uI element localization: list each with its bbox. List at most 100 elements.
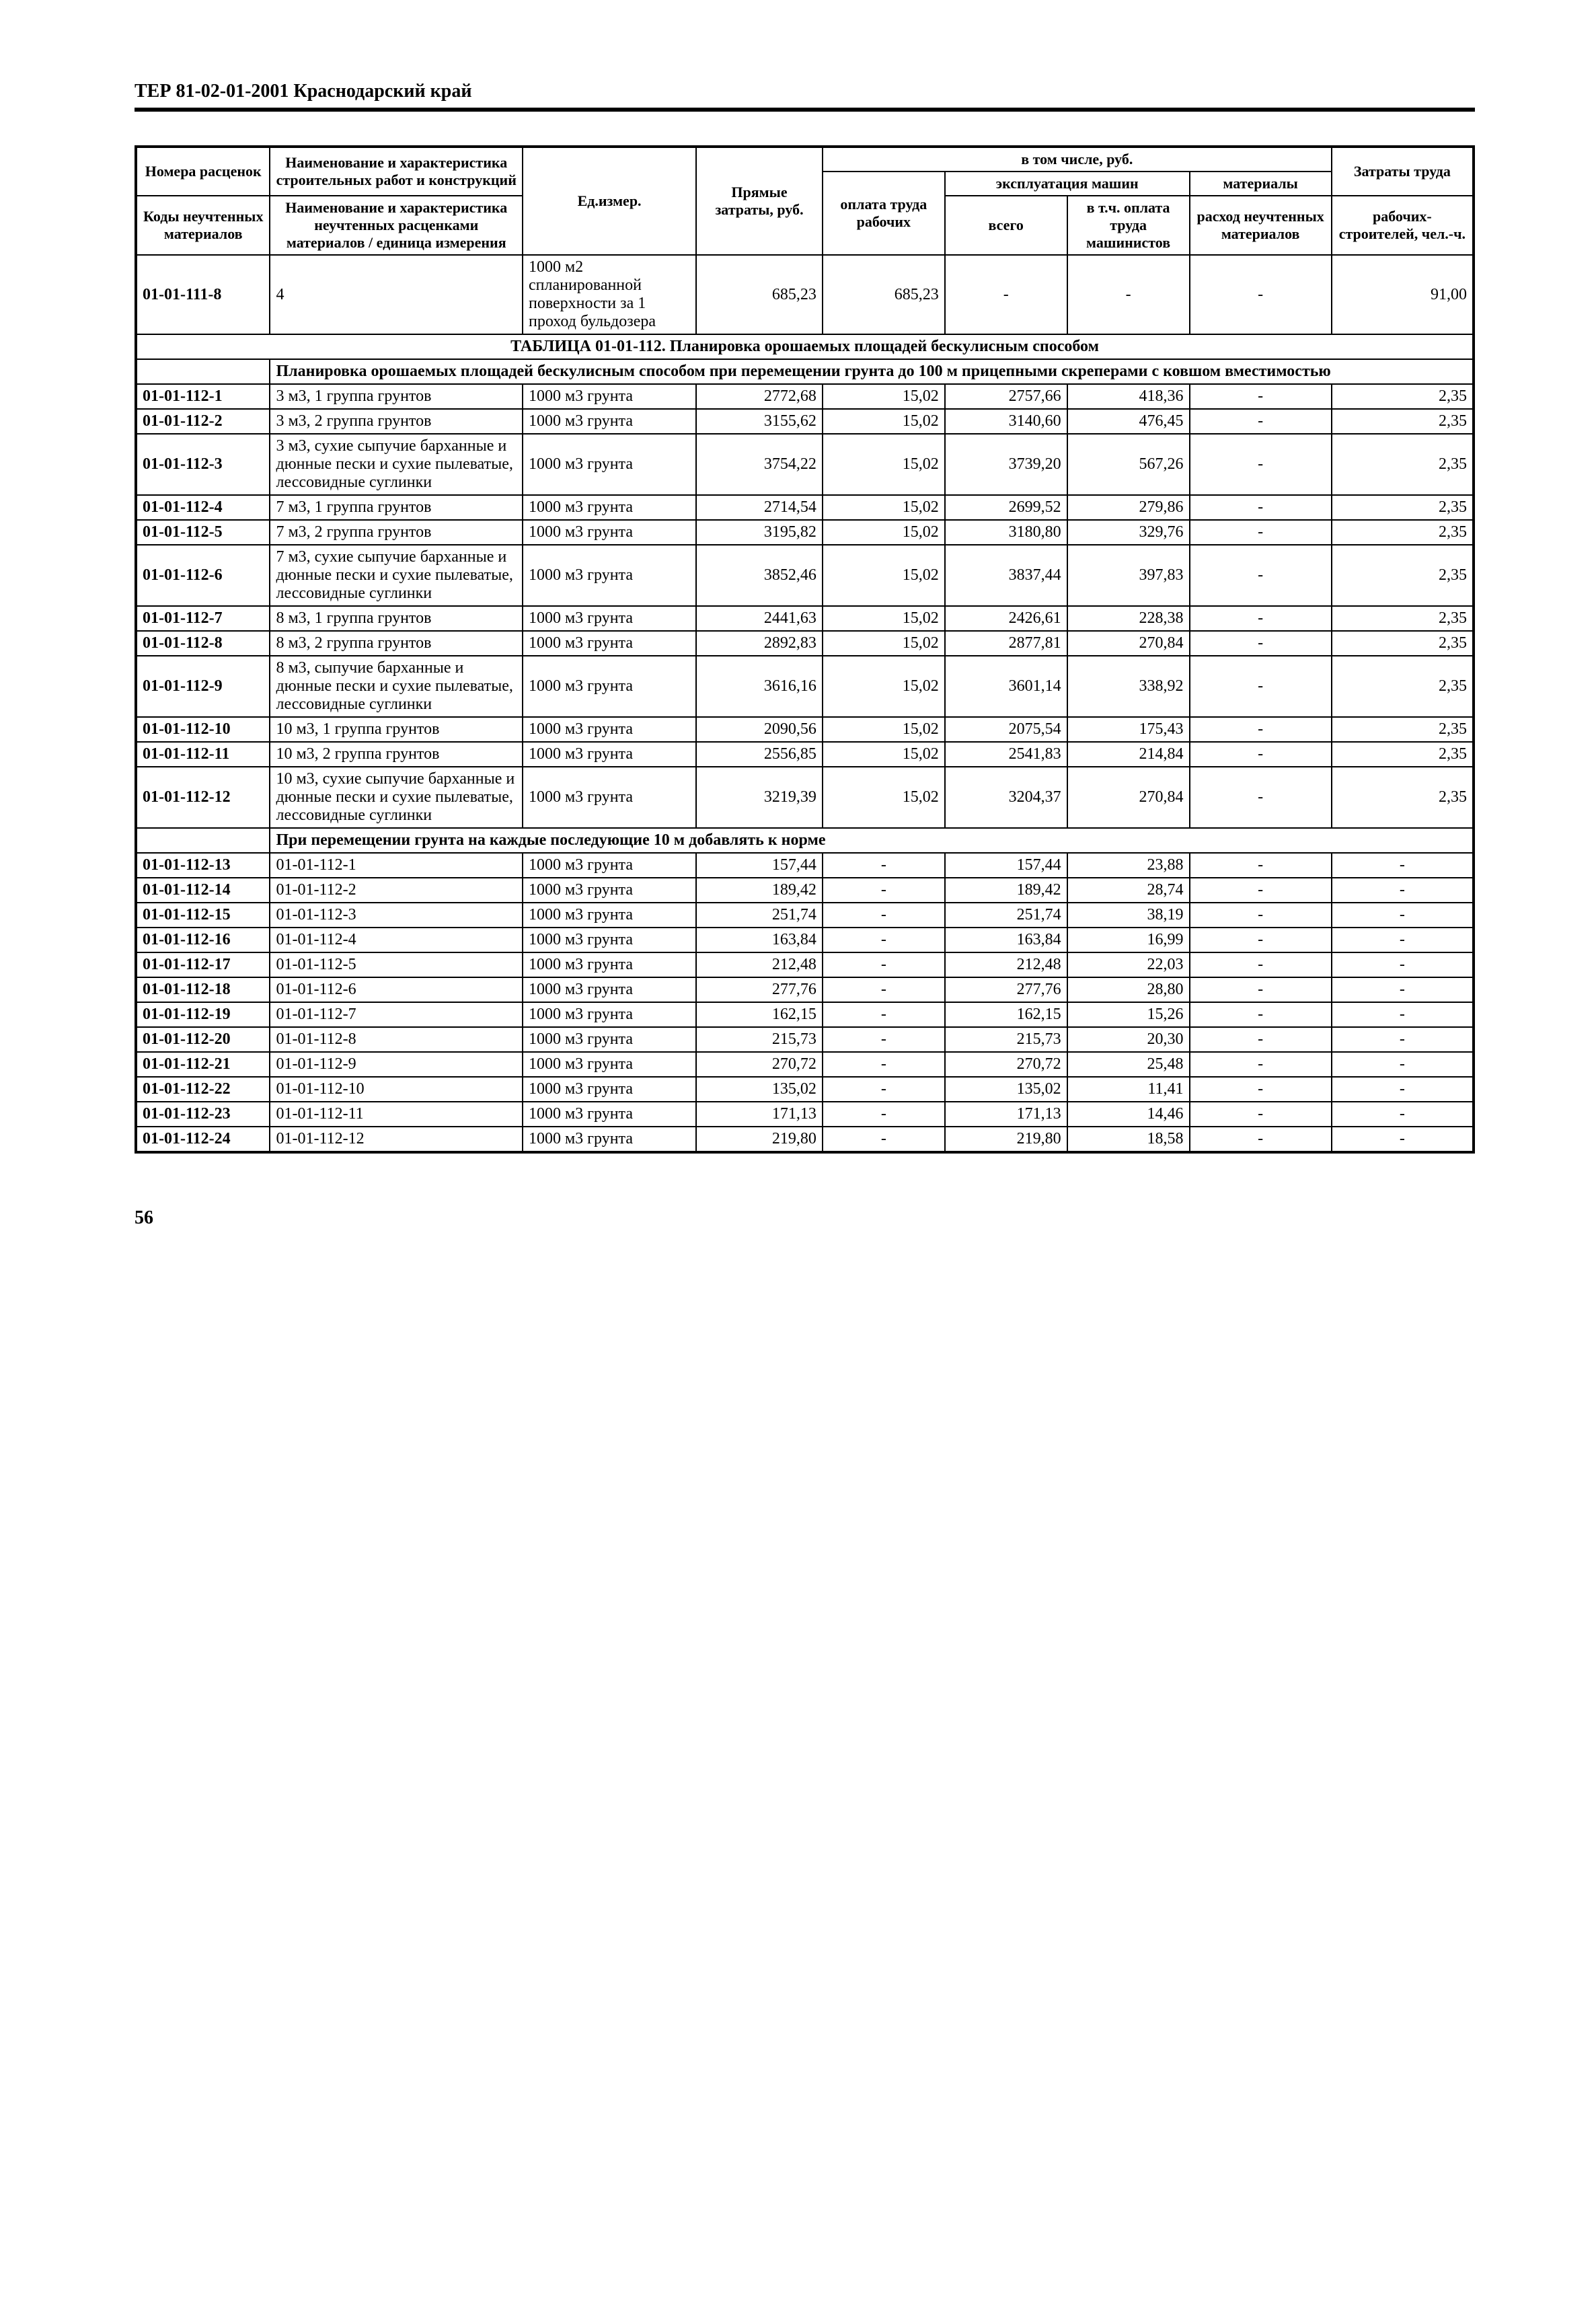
cell-name: 01-01-112-7 (270, 1002, 523, 1027)
cell-c6: 3601,14 (945, 656, 1067, 717)
cell-c7: - (1067, 255, 1190, 334)
th-total: всего (945, 196, 1067, 255)
cell-c9: 2,35 (1332, 656, 1474, 717)
cell-unit: 1000 м3 грунта (523, 1052, 696, 1077)
cell-c4: 3616,16 (696, 656, 823, 717)
cell-name: 01-01-112-3 (270, 903, 523, 928)
cell-name: 7 м3, 1 группа грунтов (270, 495, 523, 520)
cell-name: 01-01-112-2 (270, 878, 523, 903)
section-desc: Планировка орошаемых площадей бескулисны… (270, 359, 1474, 384)
cell-code: 01-01-112-15 (136, 903, 270, 928)
cell-name: 01-01-112-5 (270, 952, 523, 977)
cell-c5: - (823, 853, 945, 878)
cell-unit: 1000 м3 грунта (523, 434, 696, 495)
cell-name: 01-01-112-12 (270, 1127, 523, 1152)
cell-c8: - (1190, 606, 1332, 631)
cell-c8: - (1190, 1102, 1332, 1127)
cell-code: 01-01-112-12 (136, 767, 270, 828)
cell-c4: 162,15 (696, 1002, 823, 1027)
cell-c4: 2772,68 (696, 384, 823, 409)
cell-code: 01-01-112-5 (136, 520, 270, 545)
cell-name: 8 м3, 2 группа грунтов (270, 631, 523, 656)
section-title-row: ТАБЛИЦА 01-01-112. Планировка орошаемых … (136, 334, 1474, 359)
cell-name: 8 м3, 1 группа грунтов (270, 606, 523, 631)
th-code: Номера расценок (136, 147, 270, 196)
cell-c9: 2,35 (1332, 434, 1474, 495)
cell-c8: - (1190, 545, 1332, 606)
cell-unit: 1000 м3 грунта (523, 384, 696, 409)
cell-code: 01-01-112-4 (136, 495, 270, 520)
cell-unit: 1000 м3 грунта (523, 656, 696, 717)
table-row: 01-01-112-2101-01-112-91000 м3 грунта270… (136, 1052, 1474, 1077)
cell-c7: 228,38 (1067, 606, 1190, 631)
table-row: 01-01-112-1801-01-112-61000 м3 грунта277… (136, 977, 1474, 1002)
table-head: Номера расценок Наименование и характери… (136, 147, 1474, 255)
cell-c6: 189,42 (945, 878, 1067, 903)
cell-unit: 1000 м3 грунта (523, 742, 696, 767)
table-row: 01-01-112-1601-01-112-41000 м3 грунта163… (136, 928, 1474, 952)
cell-c4: 212,48 (696, 952, 823, 977)
cell-c6: 270,72 (945, 1052, 1067, 1077)
cell-c6: 2757,66 (945, 384, 1067, 409)
table-row: 01-01-111-841000 м2 спланированной повер… (136, 255, 1474, 334)
cell-name: 7 м3, 2 группа грунтов (270, 520, 523, 545)
cell-c5: - (823, 878, 945, 903)
cell-c4: 3852,46 (696, 545, 823, 606)
cell-unit: 1000 м3 грунта (523, 1102, 696, 1127)
page-number: 56 (135, 1207, 1475, 1229)
cell-unit: 1000 м3 грунта (523, 903, 696, 928)
cell-c8: - (1190, 384, 1332, 409)
cell-name: 3 м3, 2 группа грунтов (270, 409, 523, 434)
cell-c9: - (1332, 878, 1474, 903)
th-direct: Прямые затраты, руб. (696, 147, 823, 255)
cell-c8: - (1190, 1127, 1332, 1152)
rates-table: Номера расценок Наименование и характери… (135, 145, 1475, 1154)
cell-c9: 2,35 (1332, 384, 1474, 409)
cell-c8: - (1190, 878, 1332, 903)
cell-c9: 2,35 (1332, 606, 1474, 631)
cell-c6: 163,84 (945, 928, 1067, 952)
table-row: 01-01-112-2401-01-112-121000 м3 грунта21… (136, 1127, 1474, 1152)
cell-c8: - (1190, 952, 1332, 977)
table-row: 01-01-112-2001-01-112-81000 м3 грунта215… (136, 1027, 1474, 1052)
cell-code: 01-01-112-13 (136, 853, 270, 878)
th-name2: Наименование и характеристика неучтенных… (270, 196, 523, 255)
th-incl: в том числе, руб. (823, 147, 1332, 172)
cell-c6: 212,48 (945, 952, 1067, 977)
cell-c4: 251,74 (696, 903, 823, 928)
cell-name: 10 м3, 2 группа грунтов (270, 742, 523, 767)
cell-c7: 397,83 (1067, 545, 1190, 606)
cell-c4: 3155,62 (696, 409, 823, 434)
cell-c5: - (823, 1052, 945, 1077)
cell-unit: 1000 м3 грунта (523, 1077, 696, 1102)
cell-c5: - (823, 1027, 945, 1052)
cell-code: 01-01-112-6 (136, 545, 270, 606)
cell-code: 01-01-112-16 (136, 928, 270, 952)
cell-unit: 1000 м3 грунта (523, 977, 696, 1002)
cell-c6: 277,76 (945, 977, 1067, 1002)
cell-c6: 157,44 (945, 853, 1067, 878)
cell-unit: 1000 м3 грунта (523, 717, 696, 742)
cell-c9: - (1332, 853, 1474, 878)
table-row: 01-01-112-2301-01-112-111000 м3 грунта17… (136, 1102, 1474, 1127)
table-row: 01-01-112-78 м3, 1 группа грунтов1000 м3… (136, 606, 1474, 631)
cell-c6: 2877,81 (945, 631, 1067, 656)
cell-c7: 28,80 (1067, 977, 1190, 1002)
cell-name: 3 м3, 1 группа грунтов (270, 384, 523, 409)
cell-c6: 171,13 (945, 1102, 1067, 1127)
cell-name: 3 м3, сухие сыпучие барханные и дюнные п… (270, 434, 523, 495)
cell-c9: - (1332, 1102, 1474, 1127)
cell-name: 01-01-112-4 (270, 928, 523, 952)
cell-name: 10 м3, 1 группа грунтов (270, 717, 523, 742)
cell-code: 01-01-112-9 (136, 656, 270, 717)
document-header: ТЕР 81-02-01-2001 Краснодарский край (135, 81, 1475, 112)
cell-c5: - (823, 977, 945, 1002)
cell-c8: - (1190, 520, 1332, 545)
th-machines: эксплуатация машин (945, 172, 1190, 196)
table-row: 01-01-112-1301-01-112-11000 м3 грунта157… (136, 853, 1474, 878)
cell-c4: 171,13 (696, 1102, 823, 1127)
cell-c7: 23,88 (1067, 853, 1190, 878)
cell-unit: 1000 м3 грунта (523, 853, 696, 878)
cell-code: 01-01-112-1 (136, 384, 270, 409)
th-matcons: расход неучтенных материалов (1190, 196, 1332, 255)
